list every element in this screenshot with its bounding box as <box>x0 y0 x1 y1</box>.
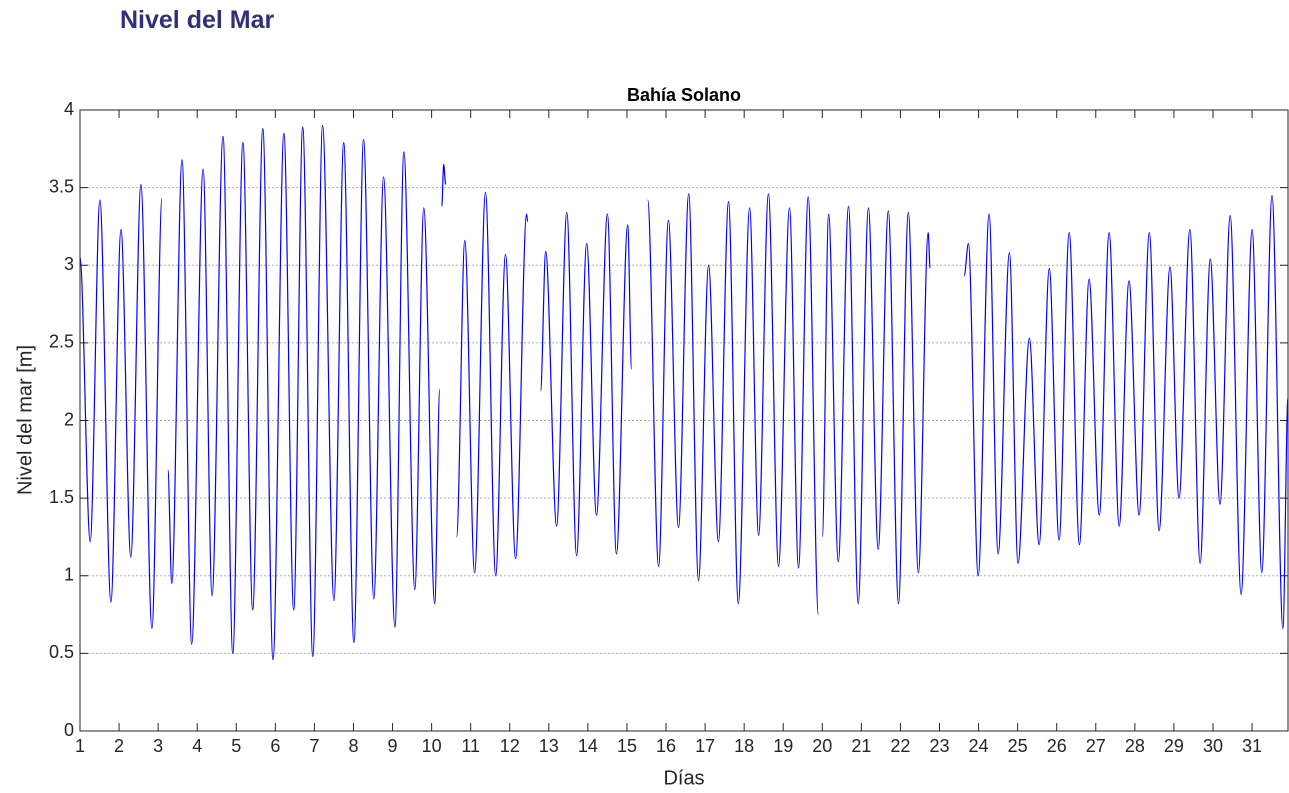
x-tick-label: 14 <box>578 736 598 756</box>
x-tick-label: 4 <box>192 736 202 756</box>
x-tick-label: 25 <box>1008 736 1028 756</box>
x-tick-label: 11 <box>461 736 480 756</box>
x-axis-label: Días <box>663 767 704 789</box>
y-tick-label: 1 <box>64 565 74 585</box>
x-tick-label: 9 <box>388 736 398 756</box>
x-tick-label: 5 <box>231 736 241 756</box>
x-tick-label: 7 <box>309 736 319 756</box>
x-tick-label: 2 <box>114 736 124 756</box>
y-tick-label: 0 <box>64 720 74 740</box>
x-tick-label: 31 <box>1242 736 1262 756</box>
x-tick-label: 3 <box>153 736 163 756</box>
x-tick-label: 13 <box>539 736 559 756</box>
x-tick-label: 18 <box>734 736 754 756</box>
y-tick-label: 0.5 <box>49 642 74 662</box>
y-tick-label: 4 <box>64 99 74 119</box>
x-tick-label: 8 <box>348 736 358 756</box>
x-tick-label: 28 <box>1125 736 1145 756</box>
y-tick-label: 2.5 <box>49 332 74 352</box>
x-tick-label: 29 <box>1164 736 1184 756</box>
x-tick-label: 6 <box>270 736 280 756</box>
x-tick-label: 17 <box>695 736 715 756</box>
y-tick-label: 2 <box>64 409 74 429</box>
x-tick-label: 19 <box>773 736 793 756</box>
x-tick-label: 16 <box>656 736 676 756</box>
chart-title: Bahía Solano <box>627 85 741 105</box>
y-tick-label: 3.5 <box>49 176 74 196</box>
x-tick-label: 24 <box>969 736 989 756</box>
x-tick-label: 27 <box>1086 736 1106 756</box>
y-tick-label: 1.5 <box>49 487 74 507</box>
x-tick-label: 12 <box>500 736 520 756</box>
x-tick-label: 21 <box>851 736 871 756</box>
line-series <box>79 124 1289 661</box>
plot-frame <box>79 109 1289 732</box>
x-tick-label: 15 <box>617 736 637 756</box>
x-tick-label: 10 <box>422 736 442 756</box>
x-tick-label: 26 <box>1047 736 1067 756</box>
x-tick-label: 20 <box>812 736 832 756</box>
x-tick-label: 30 <box>1203 736 1223 756</box>
y-tick-label: 3 <box>64 254 74 274</box>
x-tick-label: 22 <box>890 736 910 756</box>
x-tick-label: 1 <box>75 736 85 756</box>
x-tick-label: 23 <box>929 736 949 756</box>
y-axis-label: Nivel del mar [m] <box>14 345 36 495</box>
page-title: Nivel del Mar <box>120 6 275 34</box>
